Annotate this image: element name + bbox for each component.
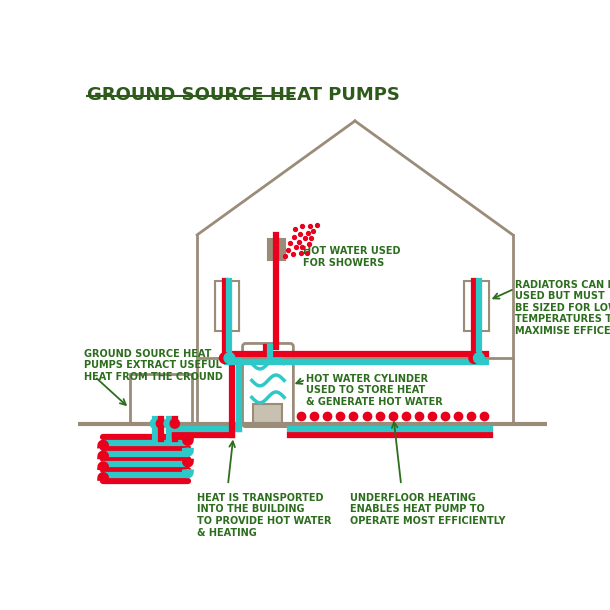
Circle shape (473, 353, 484, 364)
Text: UNDERFLOOR HEATING
ENABLES HEAT PUMP TO
OPERATE MOST EFFICIENTLY: UNDERFLOOR HEATING ENABLES HEAT PUMP TO … (350, 493, 505, 526)
Bar (130, 373, 192, 423)
Bar (253, 404, 282, 423)
Circle shape (164, 419, 173, 428)
Bar (464, 281, 489, 331)
Circle shape (170, 419, 179, 428)
Text: GROUND SOURCE HEAT PUMPS: GROUND SOURCE HEAT PUMPS (87, 85, 400, 104)
Circle shape (224, 353, 235, 364)
Circle shape (156, 419, 165, 428)
FancyBboxPatch shape (243, 343, 293, 426)
Text: HEAT IS TRANSPORTED
INTO THE BUILDING
TO PROVIDE HOT WATER
& HEATING: HEAT IS TRANSPORTED INTO THE BUILDING TO… (197, 493, 332, 537)
Circle shape (469, 353, 479, 364)
Text: HOT WATER USED
FOR SHOWERS: HOT WATER USED FOR SHOWERS (303, 246, 401, 268)
Circle shape (220, 353, 230, 364)
Bar (215, 281, 240, 331)
Text: RADIATORS CAN BE
USED BUT MUST
BE SIZED FOR LOW
TEMPERATURES TO
MAXIMISE EFFICEN: RADIATORS CAN BE USED BUT MUST BE SIZED … (515, 279, 610, 336)
Text: GROUND SOURCE HEAT
PUMPS EXTRACT USEFUL
HEAT FROM THE CROUND: GROUND SOURCE HEAT PUMPS EXTRACT USEFUL … (84, 349, 223, 382)
Text: HOT WATER CYLINDER
USED TO STORE HEAT
& GENERATE HOT WATER: HOT WATER CYLINDER USED TO STORE HEAT & … (306, 373, 442, 407)
Bar (268, 239, 285, 260)
Circle shape (150, 419, 159, 428)
